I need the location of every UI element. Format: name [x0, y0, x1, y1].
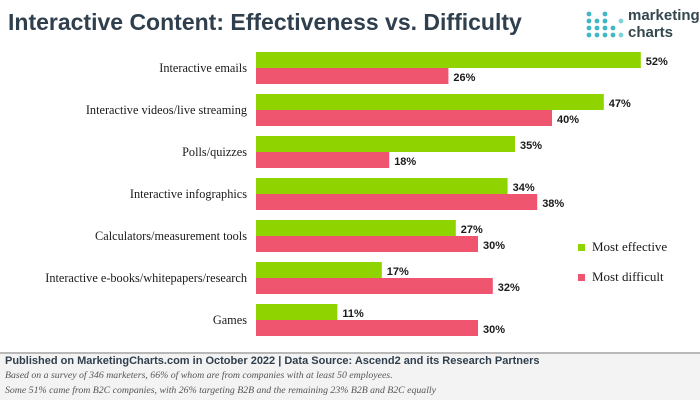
- bar-most-effective-calculators-measurement-tools: [256, 220, 456, 236]
- bar-most-effective-interactive-emails: [256, 52, 641, 68]
- footer-source: Published on MarketingCharts.com in Octo…: [5, 355, 540, 367]
- bar-most-difficult-polls-quizzes: [256, 152, 390, 168]
- category-label-interactive-emails: Interactive emails: [159, 61, 247, 75]
- bar-most-difficult-interactive-emails: [256, 68, 449, 84]
- legend-label-most-effective: Most effective: [592, 239, 668, 254]
- value-label-most-effective-calculators-measurement-tools: 27%: [461, 224, 483, 236]
- category-label-polls-quizzes: Polls/quizzes: [182, 145, 247, 159]
- value-label-most-effective-interactive-infographics: 34%: [513, 182, 535, 194]
- bar-most-difficult-interactive-infographics: [256, 194, 538, 210]
- logo-text-line2: charts: [628, 24, 674, 41]
- legend-label-most-difficult: Most difficult: [592, 269, 664, 284]
- value-label-most-effective-interactive-videos-live-streaming: 47%: [609, 98, 631, 110]
- value-label-most-difficult-polls-quizzes: 18%: [394, 156, 416, 168]
- category-label-interactive-videos-live-streaming: Interactive videos/live streaming: [86, 103, 247, 117]
- value-label-most-difficult-calculators-measurement-tools: 30%: [483, 240, 505, 252]
- bar-most-difficult-calculators-measurement-tools: [256, 236, 478, 252]
- category-label-interactive-infographics: Interactive infographics: [130, 187, 247, 201]
- footer-note-2: Some 51% came from B2C companies, with 2…: [5, 385, 437, 396]
- value-label-most-effective-interactive-e-books-whitepapers-research: 17%: [387, 266, 409, 278]
- value-label-most-effective-polls-quizzes: 35%: [520, 140, 542, 152]
- category-label-interactive-e-books-whitepapers-research: Interactive e-books/whitepapers/research: [45, 271, 247, 285]
- bar-most-effective-polls-quizzes: [256, 136, 515, 152]
- marketingcharts-logo: marketing charts: [584, 6, 700, 48]
- footer-divider: [0, 352, 700, 354]
- logo-dots-icon: [586, 11, 624, 38]
- category-label-games: Games: [213, 313, 247, 327]
- bar-most-effective-interactive-infographics: [256, 178, 508, 194]
- value-label-most-effective-games: 11%: [342, 308, 364, 320]
- bar-most-effective-games: [256, 304, 338, 320]
- bar-most-effective-interactive-videos-live-streaming: [256, 94, 604, 110]
- footer: Published on MarketingCharts.com in Octo…: [0, 352, 700, 400]
- footer-note-1: Based on a survey of 346 marketers, 66% …: [5, 370, 393, 381]
- bar-most-difficult-interactive-videos-live-streaming: [256, 110, 552, 126]
- bar-most-effective-interactive-e-books-whitepapers-research: [256, 262, 382, 278]
- bar-most-difficult-interactive-e-books-whitepapers-research: [256, 278, 493, 294]
- legend-swatch-most-effective: [578, 243, 585, 251]
- legend-item-most-difficult: Most difficult: [578, 269, 667, 285]
- legend-item-most-effective: Most effective: [578, 239, 667, 255]
- value-label-most-difficult-interactive-e-books-whitepapers-research: 32%: [498, 282, 520, 294]
- value-label-most-difficult-games: 30%: [483, 324, 505, 336]
- bar-most-difficult-games: [256, 320, 478, 336]
- value-label-most-difficult-interactive-infographics: 38%: [542, 198, 564, 210]
- legend: Most effective Most difficult: [578, 239, 667, 299]
- logo-text-line1: marketing: [628, 7, 700, 24]
- legend-swatch-most-difficult: [578, 273, 585, 281]
- bar-chart: Interactive emails 52% 26% Interactive vide…: [45, 52, 668, 336]
- value-label-most-difficult-interactive-emails: 26%: [453, 72, 475, 84]
- value-label-most-effective-interactive-emails: 52%: [646, 56, 668, 68]
- value-label-most-difficult-interactive-videos-live-streaming: 40%: [557, 114, 579, 126]
- category-label-calculators-measurement-tools: Calculators/measurement tools: [95, 229, 247, 243]
- chart-title: Interactive Content: Effectiveness vs. D…: [8, 9, 522, 35]
